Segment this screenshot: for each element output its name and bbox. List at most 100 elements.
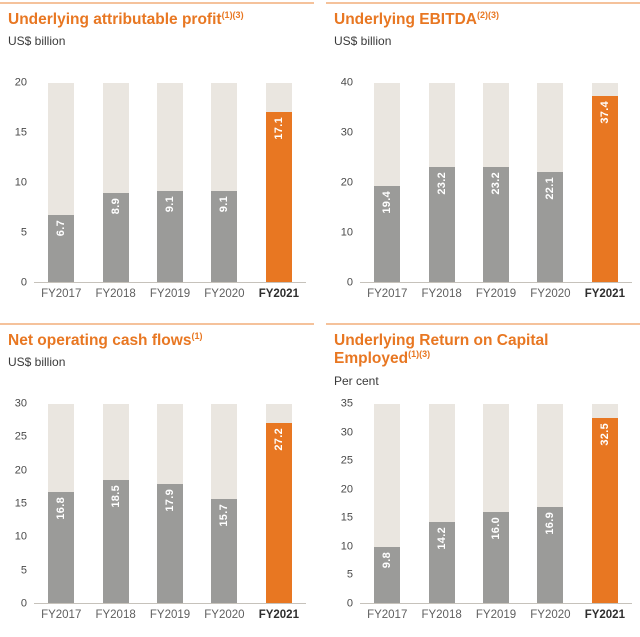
y-axis-tick-label: 10 — [14, 176, 27, 189]
x-axis-label: FY2018 — [421, 609, 462, 621]
bar: 9.1 — [157, 191, 184, 282]
bar-value-label: 15.7 — [218, 503, 231, 527]
chart-header: Underlying Return on Capital Employed(1)… — [334, 332, 632, 400]
chart-panel-underlying-return-on-capital-employed: Underlying Return on Capital Employed(1)… — [326, 323, 640, 628]
bar: 22.1 — [537, 172, 564, 282]
y-axis-tick-label: 5 — [20, 226, 27, 239]
x-axis-label: FY2019 — [149, 288, 191, 300]
bar-column: 32.5 — [591, 404, 618, 603]
x-axis-label: FY2020 — [530, 288, 571, 300]
bar-slot: 14.2 — [414, 404, 468, 603]
bar: 23.2 — [428, 166, 455, 282]
bar-column: 22.1 — [537, 83, 564, 282]
bar-value-label: 32.5 — [598, 423, 611, 446]
bar-slot: 23.2 — [469, 83, 523, 282]
bar: 19.4 — [374, 185, 401, 282]
bar-slot: 37.4 — [578, 83, 632, 282]
x-axis: FY2017 FY2018 FY2019 FY2020 FY2021 — [34, 604, 306, 628]
y-axis-tick-label: 5 — [20, 564, 27, 577]
bar: 6.7 — [48, 215, 75, 282]
chart-body: 0 5 10 15 20 6.7 8.9 9.1 9.1 17.1 — [8, 77, 306, 288]
y-axis-tick-label: 25 — [340, 454, 353, 467]
bar-value-label: 27.2 — [272, 427, 285, 451]
x-axis-label: FY2019 — [475, 609, 517, 621]
bar-slot: 27.2 — [252, 404, 306, 603]
chart-panel-net-operating-cash-flows: Net operating cash flows(1) US$ billion … — [0, 323, 314, 628]
bar-column: 14.2 — [428, 404, 455, 603]
bar-column: 16.9 — [537, 404, 564, 603]
bar-column: 27.2 — [265, 404, 292, 603]
chart-title: Underlying EBITDA(2)(3) — [334, 10, 632, 29]
y-axis-tick-label: 30 — [14, 397, 27, 410]
y-axis-tick-label: 30 — [340, 426, 353, 439]
x-axis-label: FY2018 — [421, 288, 462, 300]
chart-unit-label: US$ billion — [8, 34, 66, 49]
bar-slot: 16.8 — [34, 404, 88, 603]
y-axis-tick-label: 5 — [346, 568, 353, 581]
bar-slot: 9.1 — [143, 83, 197, 282]
chart-body: 0 5 10 15 20 25 30 35 9.8 14.2 16.0 16.9 32.5 — [334, 398, 632, 609]
y-axis-tick-label: 0 — [20, 597, 27, 610]
chart-unit-label: US$ billion — [8, 355, 66, 370]
chart-unit-label: Per cent — [334, 373, 379, 388]
x-axis: FY2017 FY2018 FY2019 FY2020 FY2021 — [360, 283, 632, 307]
bar-value-label: 22.1 — [544, 177, 557, 200]
bar-value-label: 18.5 — [109, 485, 122, 508]
chart-title: Underlying attributable profit(1)(3) — [8, 10, 306, 29]
bar-value-label: 16.0 — [490, 517, 503, 540]
bar-column: 15.7 — [211, 404, 238, 603]
x-axis-label: FY2021 — [584, 288, 625, 300]
chart-title-text: Underlying attributable profit — [8, 11, 222, 28]
y-axis-tick-label: 15 — [340, 511, 353, 524]
x-axis-label: FY2017 — [367, 288, 408, 300]
y-axis-tick-label: 15 — [14, 497, 27, 510]
bar-column: 17.9 — [157, 404, 184, 603]
bar-value-label: 17.9 — [164, 489, 177, 512]
chart-body: 0 10 20 30 40 19.4 23.2 23.2 22.1 37.4 — [334, 77, 632, 288]
bar-column: 16.8 — [48, 404, 75, 603]
bar-value-label: 9.1 — [164, 196, 177, 213]
plot-area: 19.4 23.2 23.2 22.1 37.4 — [360, 83, 632, 283]
bar-slot: 6.7 — [34, 83, 88, 282]
bar-value-label: 14.2 — [435, 527, 448, 550]
bar-slot: 17.9 — [143, 404, 197, 603]
x-axis-label: FY2017 — [41, 288, 82, 300]
bar-value-label: 23.2 — [490, 171, 503, 195]
x-axis-label: FY2017 — [41, 609, 82, 621]
bar-slot: 16.0 — [469, 404, 523, 603]
bar-highlight: 17.1 — [265, 111, 292, 282]
y-axis-tick-label: 10 — [340, 540, 353, 553]
y-axis-tick-label: 20 — [340, 176, 353, 189]
bar: 18.5 — [102, 480, 129, 603]
bar-column: 17.1 — [265, 83, 292, 282]
chart-title-text: Underlying Return on Capital Employed — [334, 332, 549, 368]
bar: 23.2 — [483, 166, 510, 282]
bar-value-label: 37.4 — [598, 100, 611, 124]
y-axis-tick-label: 30 — [340, 126, 353, 139]
bar-slot: 9.8 — [360, 404, 414, 603]
x-axis-label: FY2019 — [149, 609, 191, 621]
bar-column: 37.4 — [591, 83, 618, 282]
plot-area: 6.7 8.9 9.1 9.1 17.1 — [34, 83, 306, 283]
bar: 16.0 — [483, 512, 510, 603]
y-axis-tick-label: 40 — [340, 76, 353, 89]
bar-column: 6.7 — [48, 83, 75, 282]
bar-column: 16.0 — [483, 404, 510, 603]
x-axis: FY2017 FY2018 FY2019 FY2020 FY2021 — [34, 283, 306, 307]
bar-highlight: 37.4 — [591, 95, 618, 282]
y-axis-tick-label: 10 — [340, 226, 353, 239]
x-axis: FY2017 FY2018 FY2019 FY2020 FY2021 — [360, 604, 632, 628]
bar: 9.8 — [374, 547, 401, 603]
x-axis-label: FY2021 — [584, 609, 625, 621]
x-axis-label: FY2020 — [204, 609, 245, 621]
bar-value-label: 9.8 — [381, 552, 394, 569]
chart-header: Underlying attributable profit(1)(3) US$… — [8, 10, 306, 79]
x-axis-label: FY2020 — [530, 609, 571, 621]
chart-panel-underlying-attributable-profit: Underlying attributable profit(1)(3) US$… — [0, 2, 314, 307]
footnote-refs: (1) — [191, 330, 203, 341]
bar-column: 9.8 — [374, 404, 401, 603]
y-axis: 0 5 10 15 20 — [8, 77, 34, 288]
bar-highlight: 27.2 — [265, 422, 292, 603]
bar-slot: 19.4 — [360, 83, 414, 282]
y-axis-tick-label: 0 — [20, 276, 27, 289]
